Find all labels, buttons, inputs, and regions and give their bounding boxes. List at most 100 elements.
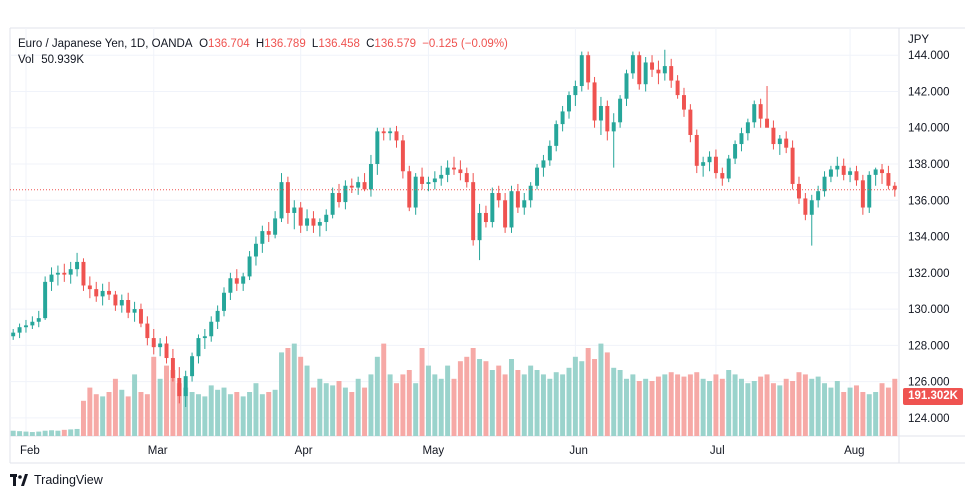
candle-body[interactable] [126,300,131,313]
candle-body[interactable] [892,185,897,190]
candle-body[interactable] [739,133,744,145]
candle-body[interactable] [177,377,182,397]
candle-body[interactable] [701,162,706,166]
candle-body[interactable] [880,169,885,174]
candle-body[interactable] [771,127,776,145]
candle-body[interactable] [860,180,865,208]
candle-body[interactable] [809,200,814,215]
candle-body[interactable] [62,272,67,275]
candle-body[interactable] [490,193,495,223]
candle-body[interactable] [87,285,92,290]
candle-body[interactable] [515,191,520,208]
candle-body[interactable] [828,169,833,177]
candle-body[interactable] [688,109,693,135]
candle-body[interactable] [822,176,827,192]
candle-body[interactable] [23,325,28,328]
candle-body[interactable] [816,191,821,201]
candle-body[interactable] [400,140,405,172]
candle-body[interactable] [311,218,316,226]
candle-body[interactable] [586,55,591,83]
candle-body[interactable] [547,145,552,161]
time-axis[interactable]: Feb Mar Apr May Jun Jul Aug [20,445,865,457]
candle-body[interactable] [343,185,348,203]
candle-body[interactable] [420,176,425,184]
candle-body[interactable] [439,174,444,179]
candle-body[interactable] [349,185,354,188]
candle-body[interactable] [17,327,22,333]
candle-body[interactable] [643,62,648,85]
candle-body[interactable] [241,276,246,284]
candle-body[interactable] [471,182,476,241]
candle-body[interactable] [841,165,846,175]
candle-body[interactable] [452,167,456,170]
candle-body[interactable] [100,290,105,297]
candle-body[interactable] [413,176,418,208]
candle-body[interactable] [337,193,341,203]
candle-body[interactable] [215,310,220,322]
candle-body[interactable] [598,105,603,121]
candle-body[interactable] [726,158,731,179]
candle-body[interactable] [560,111,565,125]
candle-body[interactable] [426,182,431,184]
candle-body[interactable] [81,261,86,286]
candle-body[interactable] [432,178,437,183]
candle-body[interactable] [138,309,143,324]
candle-body[interactable] [36,318,41,322]
candle-body[interactable] [579,55,584,87]
candle-body[interactable] [324,214,329,223]
candle-body[interactable] [765,118,770,128]
candle-body[interactable] [867,174,872,208]
candle-body[interactable] [94,289,99,297]
candle-body[interactable] [209,321,214,337]
price-axis[interactable]: 144.000 142.000 140.000 138.000 136.000 134.0… [908,50,950,425]
candle-body[interactable] [445,167,450,175]
candle-body[interactable] [848,171,853,175]
candle-body[interactable] [784,138,789,148]
candle-body[interactable] [190,356,195,377]
candle-body[interactable] [298,207,303,226]
candle-body[interactable] [554,124,559,146]
candle-body[interactable] [196,338,201,357]
candle-body[interactable] [317,222,322,226]
candle-body[interactable] [55,272,60,275]
candle-body[interactable] [330,193,335,215]
candle-body[interactable] [164,343,169,359]
candle-body[interactable] [790,147,795,184]
candle-body[interactable] [650,62,655,70]
candle-body[interactable] [247,256,252,277]
candle-body[interactable] [752,104,757,123]
candle-body[interactable] [458,169,463,174]
candle-body[interactable] [713,156,718,174]
candle-body[interactable] [388,131,393,134]
candle-body[interactable] [886,173,891,186]
candle-body[interactable] [292,207,297,213]
candle-body[interactable] [694,134,699,166]
candle-body[interactable] [464,173,469,183]
candle-body[interactable] [151,338,156,348]
price-candles[interactable] [11,49,897,407]
candle-body[interactable] [758,104,763,119]
candle-body[interactable] [477,212,482,241]
candle-body[interactable] [669,66,674,81]
candle-body[interactable] [522,200,527,208]
candle-body[interactable] [483,212,488,223]
candle-body[interactable] [618,98,623,123]
candle-body[interactable] [835,165,840,170]
candle-body[interactable] [202,336,207,339]
candle-body[interactable] [733,144,738,159]
symbol-title[interactable]: Euro / Japanese Yen, 1D, OANDA [18,38,192,50]
candle-body[interactable] [796,183,801,199]
candle-body[interactable] [113,294,118,306]
candle-body[interactable] [145,323,150,339]
candle-body[interactable] [682,95,686,110]
candle-body[interactable] [745,122,750,134]
candle-body[interactable] [132,309,137,313]
candle-body[interactable] [567,95,571,112]
volume-label[interactable]: Vol [18,54,34,66]
candle-body[interactable] [183,376,188,397]
tradingview-brand[interactable]: TradingView [10,473,103,487]
candle-body[interactable] [509,191,514,228]
candle-body[interactable] [375,131,380,164]
candle-body[interactable] [266,231,271,235]
